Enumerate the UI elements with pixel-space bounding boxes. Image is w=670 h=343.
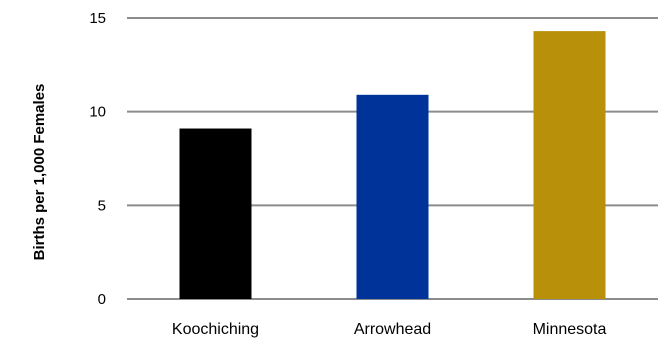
y-tick-label-10: 10	[89, 104, 106, 121]
y-axis-ticks: 0 5 10 15	[89, 10, 106, 308]
bars	[179, 31, 606, 299]
x-label-minnesota: Minnesota	[533, 321, 607, 338]
y-tick-label-5: 5	[98, 197, 106, 214]
bar-minnesota	[533, 31, 606, 299]
x-label-koochiching: Koochiching	[172, 321, 259, 338]
y-axis-title: Births per 1,000 Females	[31, 84, 48, 261]
y-tick-label-0: 0	[98, 291, 106, 308]
x-label-arrowhead: Arrowhead	[354, 321, 431, 338]
bar-koochiching	[179, 128, 252, 299]
y-tick-label-15: 15	[89, 10, 106, 27]
bar-arrowhead	[356, 94, 429, 299]
x-axis-labels: Koochiching Arrowhead Minnesota	[172, 321, 607, 338]
